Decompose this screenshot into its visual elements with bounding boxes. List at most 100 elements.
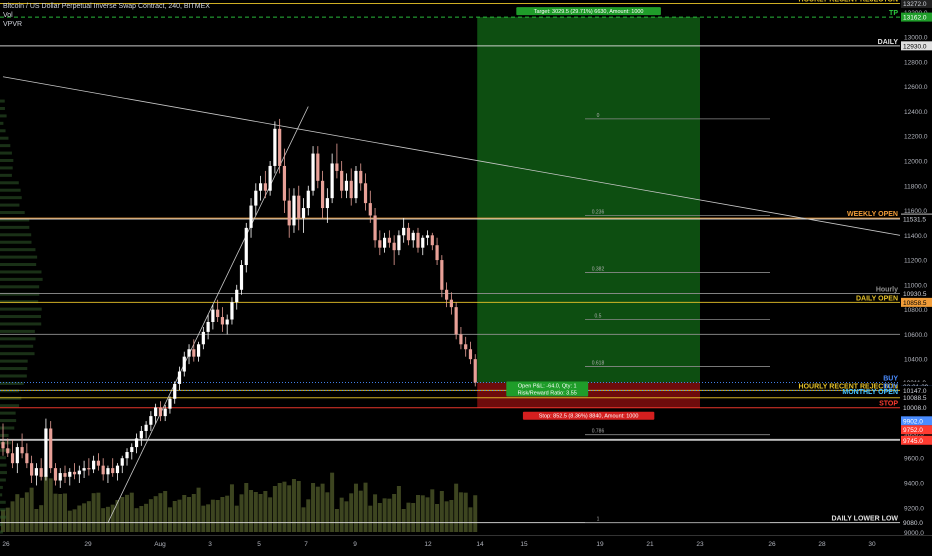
candle-body (455, 307, 458, 334)
candle (82, 461, 85, 478)
candle (16, 443, 19, 473)
candle-body (68, 472, 71, 477)
candle-body (40, 468, 43, 477)
candle (316, 146, 319, 188)
level-label: WEEKLY OPEN (847, 211, 898, 218)
level-label: DAILY OPEN (856, 295, 898, 302)
vpvr-bar (0, 322, 41, 325)
vpvr-bar (0, 434, 9, 437)
candle (159, 401, 162, 421)
candle-body (207, 322, 210, 332)
vpvr-bar (0, 263, 36, 266)
volume-bar (192, 494, 196, 532)
vpvr-bar (0, 152, 12, 155)
candle (130, 443, 133, 459)
candle (187, 344, 190, 364)
vpvr-bar (0, 100, 5, 103)
candle (331, 154, 334, 204)
volume-bar (39, 505, 43, 532)
price-tick: 12200.0 (904, 134, 928, 141)
candle-body (345, 181, 348, 191)
volume-bar (158, 493, 162, 532)
candle (412, 230, 415, 247)
volume-bar (173, 501, 177, 532)
time-axis[interactable]: 26 29 Aug 3 5 7 9 12 14 15 19 21 23 26 28 30 (0, 535, 932, 551)
candle (73, 463, 76, 479)
vpvr-bar (0, 367, 27, 370)
vpvr-bar (0, 501, 6, 504)
candle (388, 230, 391, 247)
candle-body (87, 468, 90, 469)
candle-body (474, 359, 477, 382)
volume-bar (187, 497, 191, 532)
candle-body (202, 332, 205, 344)
volume-bar (254, 492, 258, 532)
vpvr-bar (0, 374, 27, 377)
price-pane[interactable]: HOURLY RECENT REJECTON TP DAILY WEEKLY OPEN… (0, 0, 900, 535)
volume-bar (230, 484, 234, 532)
candle-body (130, 447, 133, 452)
candle (421, 235, 424, 255)
stop-label: Stop: 852.5 (8.36%) 8840, Amount: 1000 (539, 414, 639, 420)
candle (235, 285, 238, 310)
volume-bar (82, 503, 86, 532)
candle (292, 188, 295, 233)
volume-bar (259, 494, 263, 532)
vpvr-bar (0, 181, 19, 184)
candle-body (469, 349, 472, 359)
candle-body (121, 458, 124, 465)
candle-body (197, 344, 200, 356)
volume-bar (473, 495, 477, 532)
volume-indicator-label[interactable]: Vol (3, 11, 13, 20)
candle (6, 438, 9, 457)
candle (97, 453, 100, 470)
candle (226, 315, 229, 335)
volume-bar (297, 481, 301, 532)
volume-bar (120, 497, 124, 532)
candle (87, 458, 90, 475)
price-tick: 12400.0 (904, 109, 928, 116)
candle-body (331, 163, 334, 198)
candle-body (11, 453, 14, 463)
vpvr-bar (0, 278, 43, 281)
candle (307, 186, 310, 216)
price-badge: 9752.0 (903, 427, 923, 434)
candle-body (373, 215, 376, 240)
volume-bar (244, 483, 248, 532)
candle-body (73, 472, 76, 474)
volume-bar (68, 511, 72, 532)
vpvr-bar (0, 248, 35, 251)
candle-body (407, 228, 410, 240)
vpvr-bar (0, 204, 19, 207)
time-tick: 30 (868, 541, 876, 548)
candle-body (440, 260, 443, 290)
time-tick: 23 (696, 541, 704, 548)
candle (54, 463, 57, 485)
vpvr-bar (0, 531, 3, 534)
candle-body (378, 240, 381, 247)
candle (350, 168, 353, 205)
candle (121, 456, 124, 473)
candle-body (297, 196, 300, 218)
vpvr-bar (0, 345, 33, 348)
volume-bar (459, 492, 463, 532)
candle (407, 223, 410, 245)
volume-bar (139, 506, 143, 532)
candle (230, 297, 233, 324)
price-axis[interactable]: 9000.09200.09400.09600.09800.010000.0102… (900, 0, 932, 535)
candle-body (273, 129, 276, 166)
candle (140, 426, 143, 446)
vpvr-bar (0, 486, 3, 489)
candle-body (416, 233, 419, 248)
vpvr-indicator-label[interactable]: VPVR (3, 20, 22, 29)
time-tick: 19 (596, 541, 604, 548)
candle (125, 448, 128, 465)
time-tick: 26 (2, 541, 10, 548)
candle (245, 223, 248, 273)
volume-bar (325, 492, 329, 532)
price-tick: 11000.0 (904, 282, 927, 289)
vpvr-bar (0, 270, 41, 273)
volume-bar (402, 509, 406, 532)
candle-body (431, 235, 434, 245)
